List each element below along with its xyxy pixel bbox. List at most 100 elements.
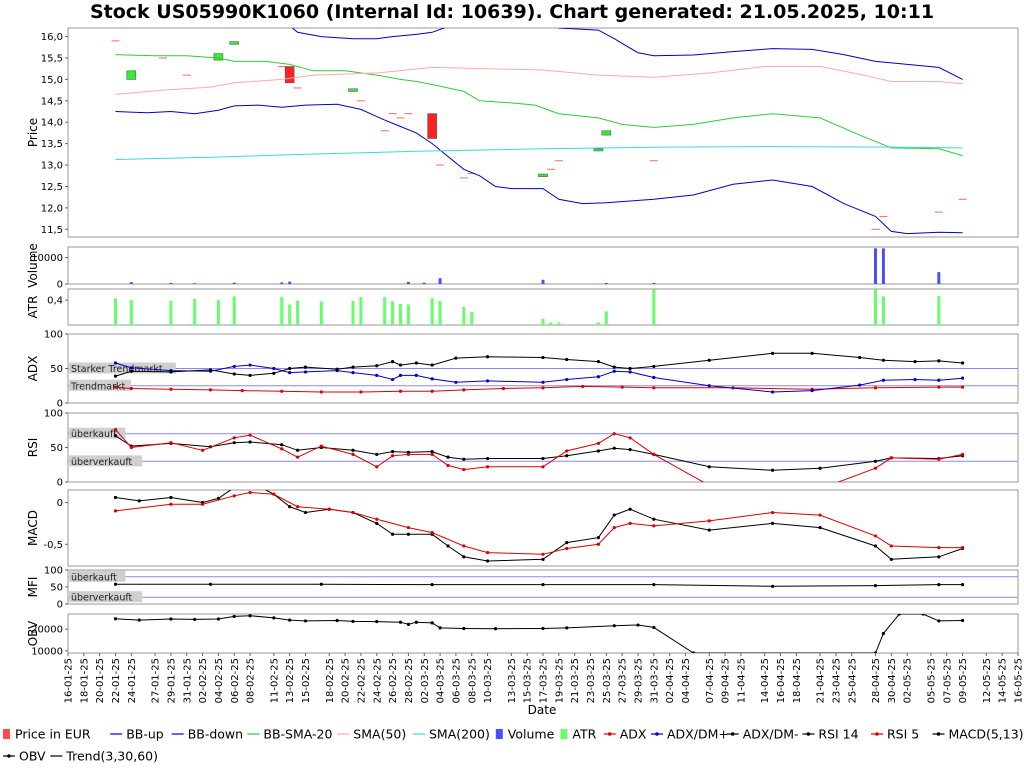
obv-point — [921, 614, 925, 616]
x-tick-label: 14-05-25 — [998, 658, 1009, 703]
macdsignal-4-point — [770, 510, 775, 515]
rsi-14-point — [818, 466, 822, 470]
atr-bar — [652, 289, 656, 325]
atr-panel: 0,4 ATR — [26, 288, 1019, 326]
adx-dm-point — [414, 373, 418, 377]
sma-50-series — [115, 66, 963, 95]
adx-dm-point — [628, 370, 632, 374]
volume-bar — [652, 282, 656, 284]
bb-sma-20-line — [115, 54, 963, 157]
x-tick-label: 08-03-25 — [467, 658, 478, 703]
adx-dm-point — [430, 377, 434, 381]
macd-5-13-point — [707, 528, 711, 532]
x-tick-label: 13-03-25 — [507, 658, 518, 703]
macd-5-13-point — [406, 532, 411, 536]
x-tick-label: 02-04-25 — [665, 658, 676, 703]
rsi-5-point — [596, 441, 601, 445]
adx-dm-point — [913, 377, 917, 382]
rsi-5-point — [541, 465, 545, 469]
atr-bar — [438, 300, 442, 325]
adx-ytick-label: 100 — [44, 330, 63, 341]
macdsignal-4-point — [960, 546, 965, 550]
obv-ylabel: OBV — [26, 620, 40, 646]
chart-title: Stock US05990K1060 (Internal Id: 10639).… — [90, 1, 934, 23]
volume-ylabel: Volume — [26, 243, 40, 288]
macd-5-13-point — [565, 541, 569, 545]
macd-5-13-point — [596, 536, 601, 540]
obv-point — [691, 651, 696, 653]
x-tick-label: 04-04-25 — [681, 658, 692, 703]
macd-5-13-point — [446, 544, 450, 548]
x-tick-label: 21-04-25 — [816, 658, 827, 703]
obv-point — [897, 614, 901, 616]
money-flow-index-series — [113, 582, 965, 588]
x-tick-label: 08-02-25 — [246, 658, 257, 703]
rsi-5-point — [248, 433, 252, 437]
macd-5-13-series — [113, 486, 965, 563]
rsi-5-point — [873, 466, 878, 470]
x-tick-label: 19-03-25 — [554, 658, 565, 703]
adx-dm-point — [248, 363, 252, 367]
obv-point — [881, 631, 886, 636]
macd-5-13-point — [113, 495, 118, 500]
rsi-5-point — [129, 445, 133, 450]
atr-bar — [596, 322, 600, 325]
legend: Price in EUR BB-up BB-down BB-SMA-20 SMA(50)… — [3, 727, 1024, 764]
rsi-14-point — [770, 468, 775, 472]
rsi-reference-label: überverkauft — [71, 457, 133, 468]
adx-dm-point — [541, 355, 545, 360]
x-tick-label: 28-02-25 — [404, 658, 415, 703]
x-tick-label: 31-03-25 — [649, 658, 660, 703]
macdsignal-4-point — [818, 513, 822, 517]
candle-body — [601, 130, 612, 136]
rsi-ytick-label: 0 — [57, 478, 63, 489]
volume-bar — [232, 282, 236, 284]
bb-up-legend-label: BB-up — [126, 727, 164, 742]
mfi-reference-label-bg — [69, 591, 143, 603]
adx-ytick-label: 0 — [57, 399, 63, 410]
rsi-14-point — [873, 459, 878, 463]
mfi-ytick-label: 100 — [44, 566, 63, 577]
x-tick-label: 24-01-25 — [127, 658, 138, 703]
atr-bar — [399, 303, 402, 325]
rsi-reference-label-bg — [69, 427, 126, 439]
obv-point — [232, 614, 236, 618]
atr-bar — [383, 297, 387, 325]
macdsignal-4-point — [873, 534, 878, 538]
rsi-5-legend-label: RSI 5 — [887, 727, 919, 742]
atr-bar — [937, 295, 941, 325]
volume-bar — [881, 248, 885, 284]
bb-up-series — [291, 28, 963, 80]
volume-bar — [129, 282, 133, 284]
obv-point — [288, 618, 292, 622]
money-flow-index-point — [960, 583, 965, 587]
rsi-14-point — [248, 440, 252, 444]
rsi-5-point — [113, 427, 118, 432]
atr-bar — [359, 297, 363, 325]
obv-point — [462, 626, 466, 631]
atr-legend-label: ATR — [572, 727, 596, 742]
atr-legend-swatch — [560, 729, 568, 739]
macd-5-13-point — [937, 555, 941, 559]
adx-point — [240, 388, 244, 393]
x-tick-label: 02-05-25 — [903, 658, 914, 703]
bb-sma-20-series — [115, 54, 963, 157]
adx-point — [398, 389, 403, 393]
volume-ytick-label: 10000 — [31, 253, 63, 264]
macdsignal-4-point — [327, 507, 331, 511]
x-tick-label: 24-02-25 — [372, 658, 383, 703]
adx-legend-marker — [607, 732, 612, 736]
rsi-frame — [67, 412, 1019, 483]
adx-dm-point — [596, 360, 601, 364]
x-tick-label: 06-03-25 — [451, 658, 462, 703]
atr-bar — [391, 301, 395, 325]
adx-dm-point — [596, 375, 601, 379]
volume-bar — [280, 282, 284, 284]
x-tick-label: 28-04-25 — [871, 658, 882, 703]
adx-point — [208, 388, 213, 392]
obv-point — [375, 619, 379, 624]
x-tick-label: 16-01-25 — [64, 658, 75, 703]
adx-point — [280, 389, 284, 393]
macd-5-13-point — [233, 486, 236, 489]
adx-dm-point — [485, 355, 490, 359]
